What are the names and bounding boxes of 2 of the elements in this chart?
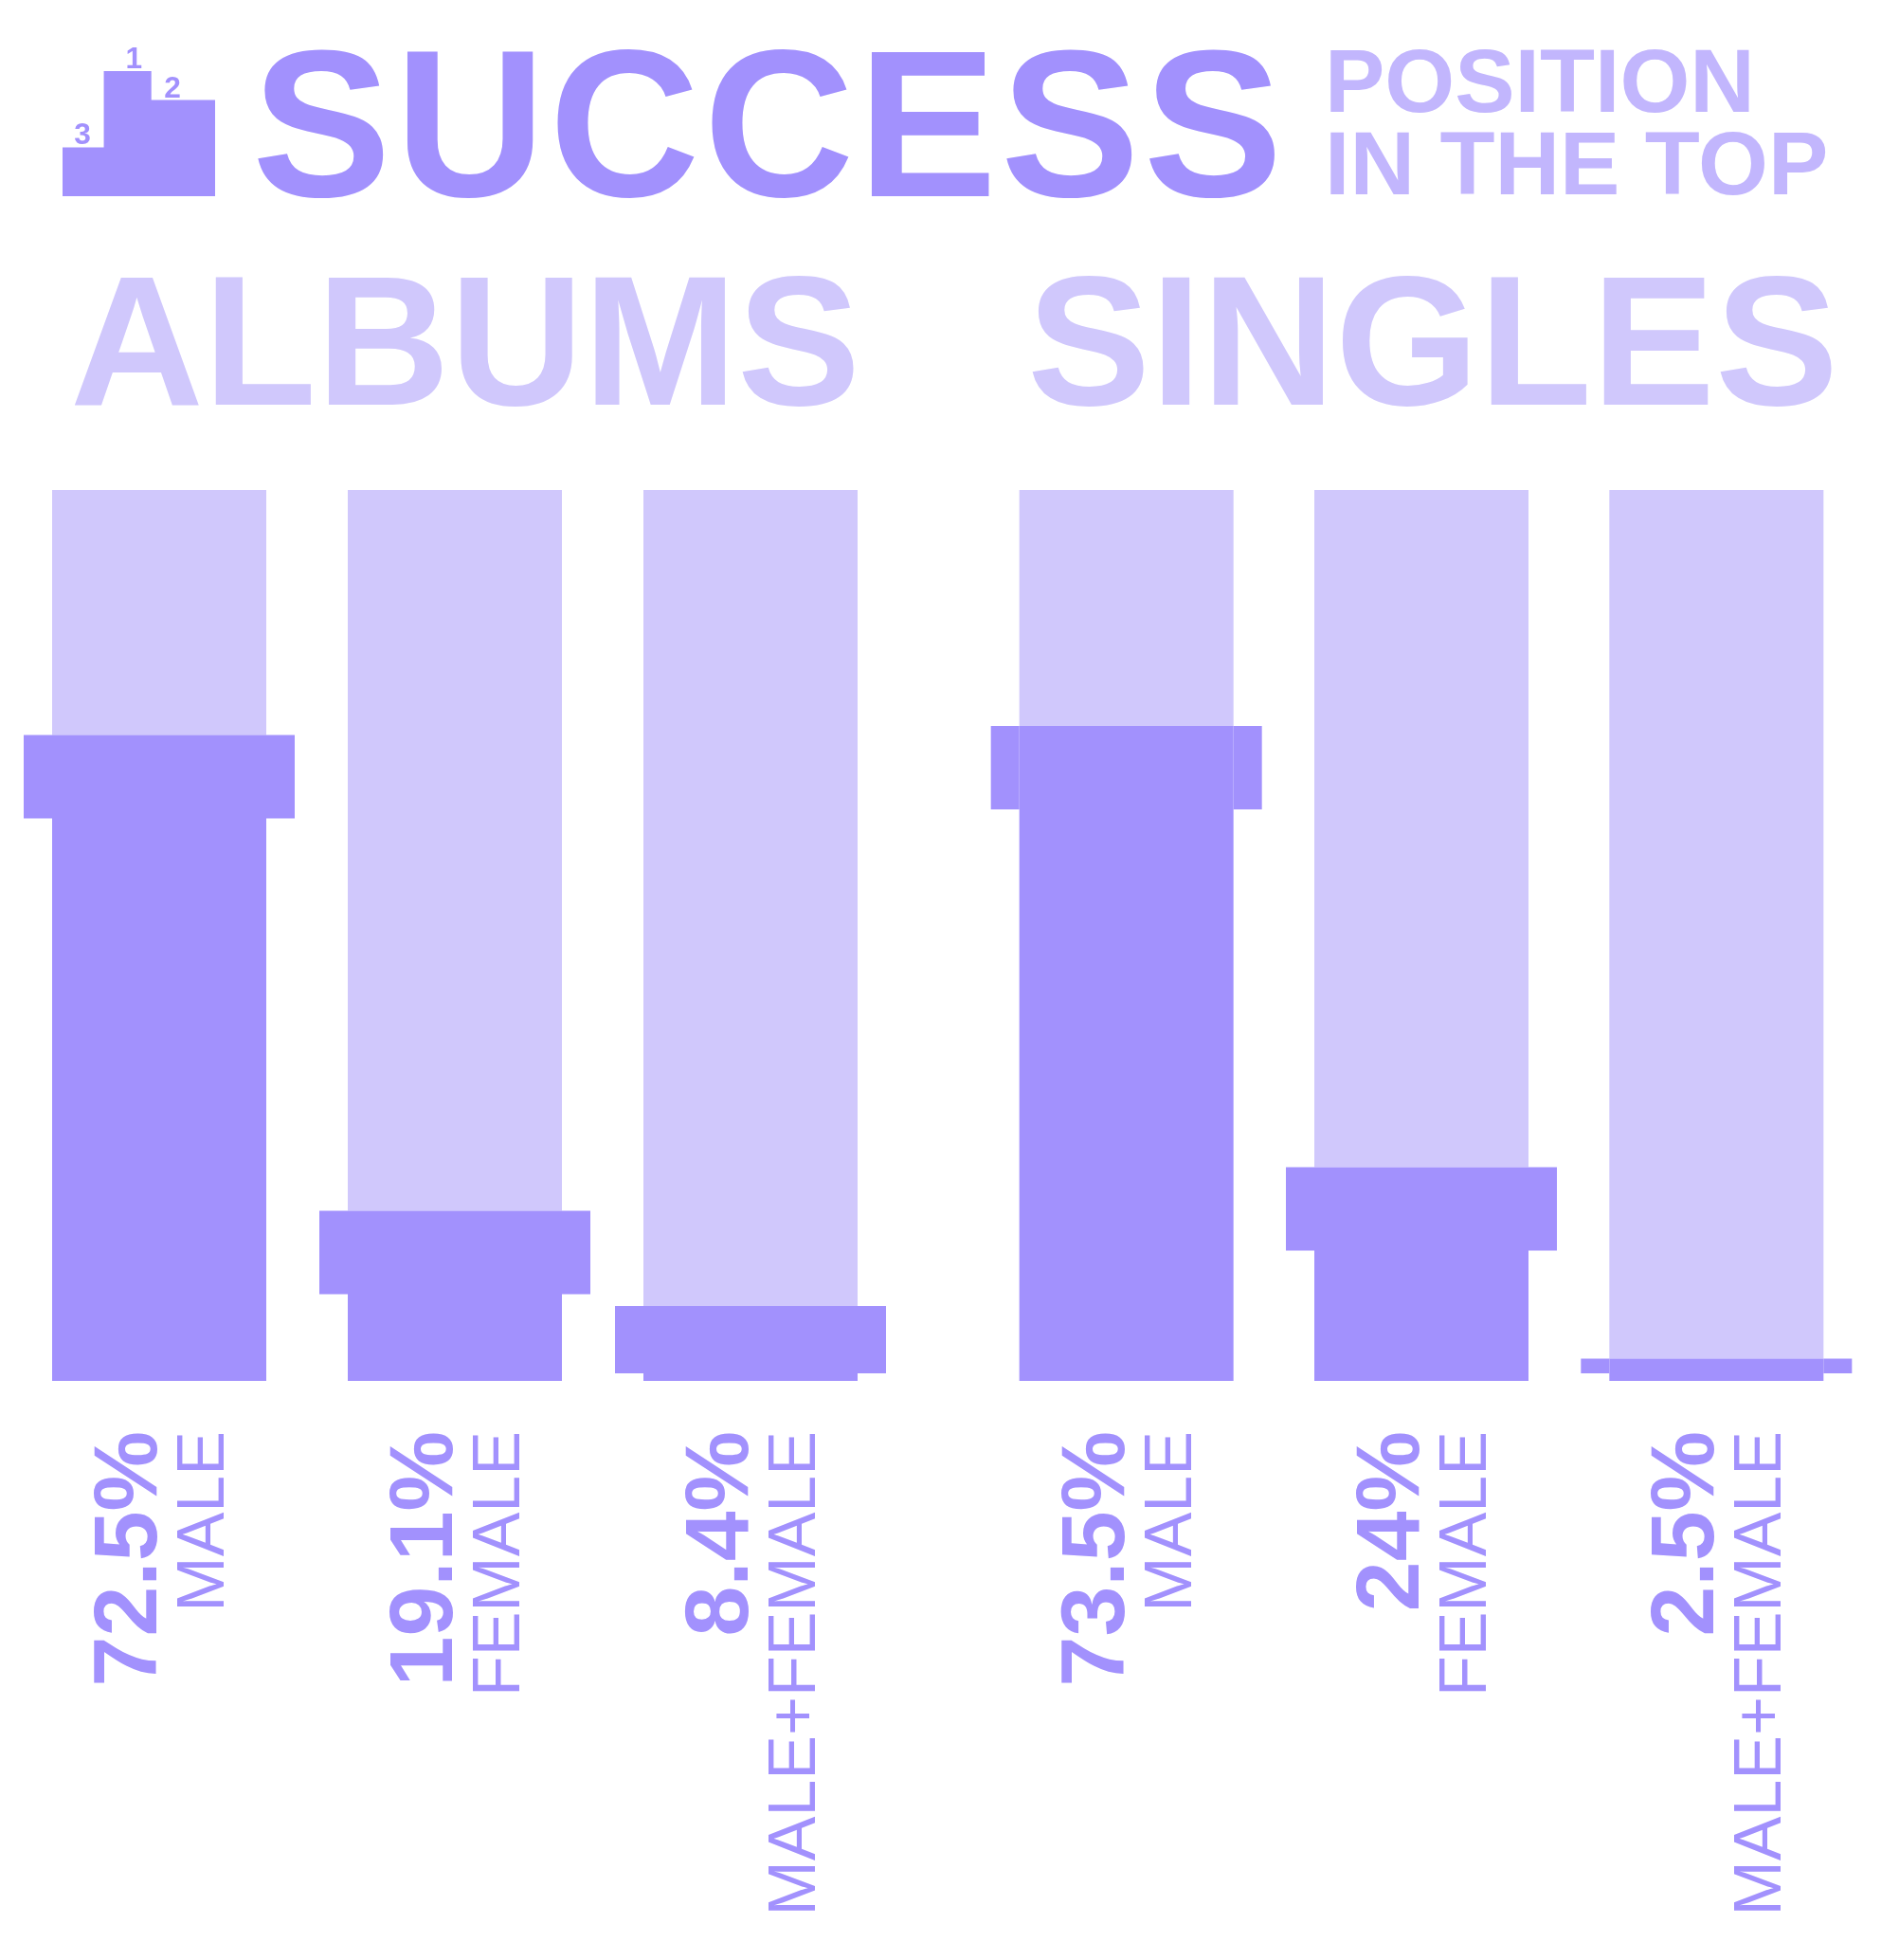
text: SUCCESS <box>252 8 1287 241</box>
text: POSITION IN THE TOP <box>1325 30 1830 213</box>
